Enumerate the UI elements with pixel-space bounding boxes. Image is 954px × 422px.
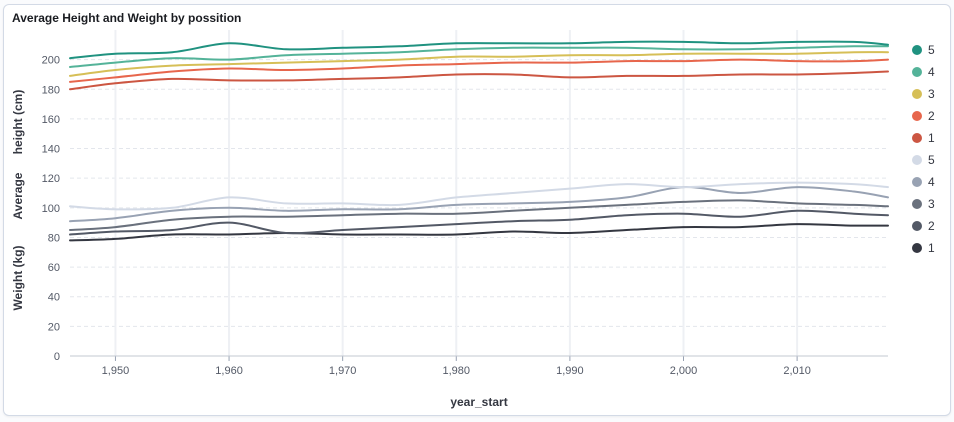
y-tick-label: 140 [42, 144, 60, 156]
x-tick-label: 1,950 [102, 365, 130, 377]
legend-label: 3 [928, 197, 935, 211]
series-line-weight-5[interactable] [69, 181, 889, 211]
y-tick-label: 120 [42, 173, 60, 185]
legend-item-weight-3[interactable]: 3 [912, 197, 935, 211]
series-line-weight-4[interactable] [69, 186, 889, 223]
legend-label: 2 [928, 109, 935, 123]
legend-swatch [912, 45, 922, 55]
y-tick-label: 80 [48, 232, 60, 244]
y-tick-label: 100 [42, 203, 60, 215]
legend-label: 1 [928, 131, 935, 145]
legend-swatch [912, 67, 922, 77]
legend-label: 5 [928, 43, 935, 57]
legend-label: 4 [928, 175, 935, 189]
legend-item-weight-2[interactable]: 2 [912, 219, 935, 233]
y-tick-label: 40 [48, 292, 60, 304]
series-line-height-1[interactable] [69, 70, 889, 91]
legend-swatch [912, 133, 922, 143]
series-line-weight-3[interactable] [69, 199, 889, 231]
x-tick-label: 1,990 [556, 365, 584, 377]
y-axis-title-part: Average [11, 172, 25, 219]
x-axis-title: year_start [450, 395, 507, 409]
legend-item-weight-4[interactable]: 4 [912, 175, 935, 189]
y-tick-label: 60 [48, 262, 60, 274]
x-tick-label: 1,960 [215, 365, 243, 377]
series-line-weight-2[interactable] [69, 209, 889, 236]
series-line-height-5[interactable] [69, 40, 889, 60]
chart-legend[interactable]: 5 4 3 2 1 5 4 3 2 1 [912, 43, 935, 255]
legend-swatch [912, 199, 922, 209]
legend-item-height-2[interactable]: 2 [912, 109, 935, 123]
y-tick-label: 180 [42, 84, 60, 96]
legend-swatch [912, 155, 922, 165]
series-line-height-3[interactable] [69, 51, 889, 77]
series-line-weight-1[interactable] [69, 223, 889, 242]
legend-swatch [912, 89, 922, 99]
legend-label: 4 [928, 65, 935, 79]
legend-item-weight-5[interactable]: 5 [912, 153, 935, 167]
x-tick-label: 1,970 [329, 365, 357, 377]
legend-item-height-1[interactable]: 1 [912, 131, 935, 145]
y-tick-label: 160 [42, 114, 60, 126]
series-line-height-2[interactable] [69, 58, 889, 83]
legend-item-height-3[interactable]: 3 [912, 87, 935, 101]
y-axis-title-part: Weight (kg) [11, 245, 25, 310]
chart-title: Average Height and Weight by possition [12, 11, 242, 25]
legend-swatch [912, 111, 922, 121]
y-tick-label: 0 [54, 351, 60, 363]
chart-axes: 0 20 40 60 80 100 120 140 160 180 200 1,950 1,960 1,9… [11, 55, 888, 409]
legend-label: 5 [928, 153, 935, 167]
x-tick-label: 2,000 [670, 365, 698, 377]
legend-label: 1 [928, 241, 935, 255]
y-tick-label: 200 [42, 55, 60, 67]
legend-item-weight-1[interactable]: 1 [912, 241, 935, 255]
legend-item-height-4[interactable]: 4 [912, 65, 935, 79]
series-line-height-4[interactable] [69, 45, 889, 68]
legend-item-height-5[interactable]: 5 [912, 43, 935, 57]
x-tick-label: 1,980 [443, 365, 471, 377]
legend-swatch [912, 177, 922, 187]
y-axis-title-part: height (cm) [11, 90, 25, 155]
legend-swatch [912, 221, 922, 231]
legend-swatch [912, 243, 922, 253]
legend-label: 3 [928, 87, 935, 101]
y-tick-label: 20 [48, 321, 60, 333]
x-tick-label: 2,010 [783, 365, 811, 377]
series-layer [69, 40, 889, 242]
legend-label: 2 [928, 219, 935, 233]
